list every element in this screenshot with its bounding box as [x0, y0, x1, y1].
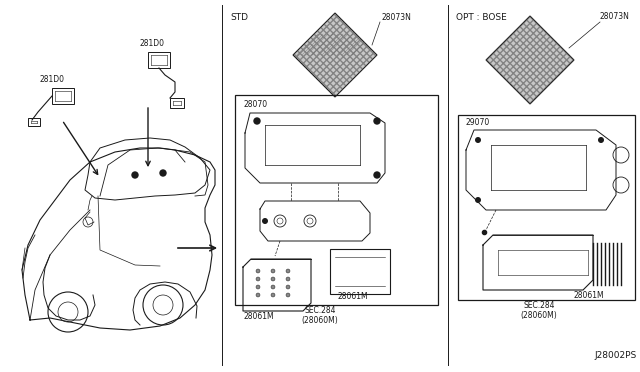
Circle shape	[132, 172, 138, 178]
Bar	[170, 98, 184, 108]
Text: 28073N: 28073N	[600, 12, 630, 21]
Circle shape	[254, 118, 260, 124]
Circle shape	[286, 285, 290, 289]
Circle shape	[374, 172, 380, 178]
Bar	[235, 95, 438, 305]
Circle shape	[286, 269, 290, 273]
Circle shape	[271, 285, 275, 289]
Text: SEC.284
(28060M): SEC.284 (28060M)	[520, 301, 557, 320]
Text: 28061M: 28061M	[243, 312, 274, 321]
Polygon shape	[486, 16, 574, 104]
Polygon shape	[293, 13, 377, 97]
Bar	[458, 115, 635, 300]
Circle shape	[256, 269, 260, 273]
Circle shape	[475, 137, 481, 143]
Circle shape	[256, 277, 260, 281]
Text: 28061M: 28061M	[573, 291, 604, 300]
Bar	[28, 118, 40, 126]
Circle shape	[256, 285, 260, 289]
Bar	[148, 52, 170, 68]
Text: 29070: 29070	[466, 118, 490, 127]
Text: 281D0: 281D0	[40, 75, 65, 84]
Circle shape	[271, 293, 275, 297]
Text: 28070: 28070	[243, 100, 267, 109]
Circle shape	[262, 218, 268, 224]
Text: SEC.284
(28060M): SEC.284 (28060M)	[301, 306, 339, 325]
Circle shape	[286, 277, 290, 281]
Circle shape	[598, 137, 604, 143]
Text: J28002PS: J28002PS	[595, 351, 637, 360]
Circle shape	[286, 293, 290, 297]
Circle shape	[271, 277, 275, 281]
Text: 28073N: 28073N	[382, 13, 412, 22]
Circle shape	[475, 197, 481, 203]
Bar	[52, 88, 74, 104]
Text: 28061M: 28061M	[338, 292, 369, 301]
Bar	[330, 249, 390, 294]
Circle shape	[160, 170, 166, 176]
Circle shape	[271, 269, 275, 273]
Text: OPT : BOSE: OPT : BOSE	[456, 13, 507, 22]
Text: STD: STD	[230, 13, 248, 22]
Circle shape	[374, 118, 380, 124]
Circle shape	[256, 293, 260, 297]
Text: 281D0: 281D0	[140, 39, 165, 48]
